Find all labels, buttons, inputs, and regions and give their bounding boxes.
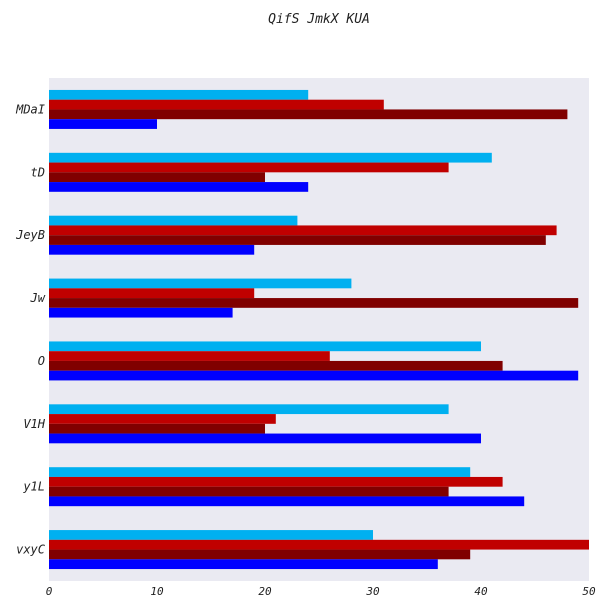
category-label: V1H [23,417,45,431]
bars [49,89,589,570]
bar-MDaI-series-4 [49,119,157,129]
x-tick-label: 10 [150,585,164,598]
category-label: JeyB [15,228,45,242]
bar-y1L-series-4 [49,496,525,507]
bar-JeyB-series-3 [49,235,546,245]
category-label: Jw [30,291,46,305]
bar-V1H-series-4 [49,433,481,444]
bar-vxyC-series-1 [49,530,373,540]
bar-tD-series-4 [49,182,309,192]
bar-y1L-series-1 [49,467,471,477]
bar-MDaI-series-1 [49,89,309,100]
bar-JeyB-series-2 [49,225,557,236]
bar-tD-series-3 [49,172,265,183]
x-tick-label: 40 [474,585,488,598]
bar-JeyB-series-1 [49,215,298,226]
x-tick-label: 20 [258,585,272,598]
x-tick-label: 0 [46,585,53,598]
bar-Jw-series-1 [49,278,352,289]
bar-V1H-series-1 [49,404,449,415]
bar-V1H-series-2 [49,414,276,424]
category-label: tD [31,165,45,179]
category-label: O [38,354,45,368]
x-tick-label: 30 [365,585,380,598]
bar-tD-series-1 [49,152,492,163]
bar-JeyB-series-4 [49,244,255,255]
bar-O-series-2 [49,351,330,361]
category-label: y1L [22,480,45,494]
category-labels: MDaI tD JeyB Jw O V1H y1L vxyC [15,102,46,556]
bar-Jw-series-2 [49,288,255,299]
bar-tD-series-2 [49,162,449,173]
bar-O-series-3 [49,360,503,371]
chart-title: QifS JmkX KUA [268,12,370,27]
x-axis-ticks: 0 10 20 30 40 50 [46,585,596,598]
x-tick-label: 50 [582,585,596,598]
bar-vxyC-series-4 [49,559,438,570]
bar-vxyC-series-2 [49,539,589,550]
bar-O-series-4 [49,370,579,381]
bar-y1L-series-2 [49,476,503,487]
bar-vxyC-series-3 [49,549,471,560]
bar-Jw-series-4 [49,307,233,318]
category-label: vxyC [16,543,46,557]
bar-MDaI-series-2 [49,99,384,110]
bar-V1H-series-3 [49,423,265,434]
category-label: MDaI [15,102,45,116]
bar-Jw-series-3 [49,298,579,308]
bar-O-series-1 [49,341,481,352]
bar-y1L-series-3 [49,486,449,497]
bar-MDaI-series-3 [49,109,568,120]
